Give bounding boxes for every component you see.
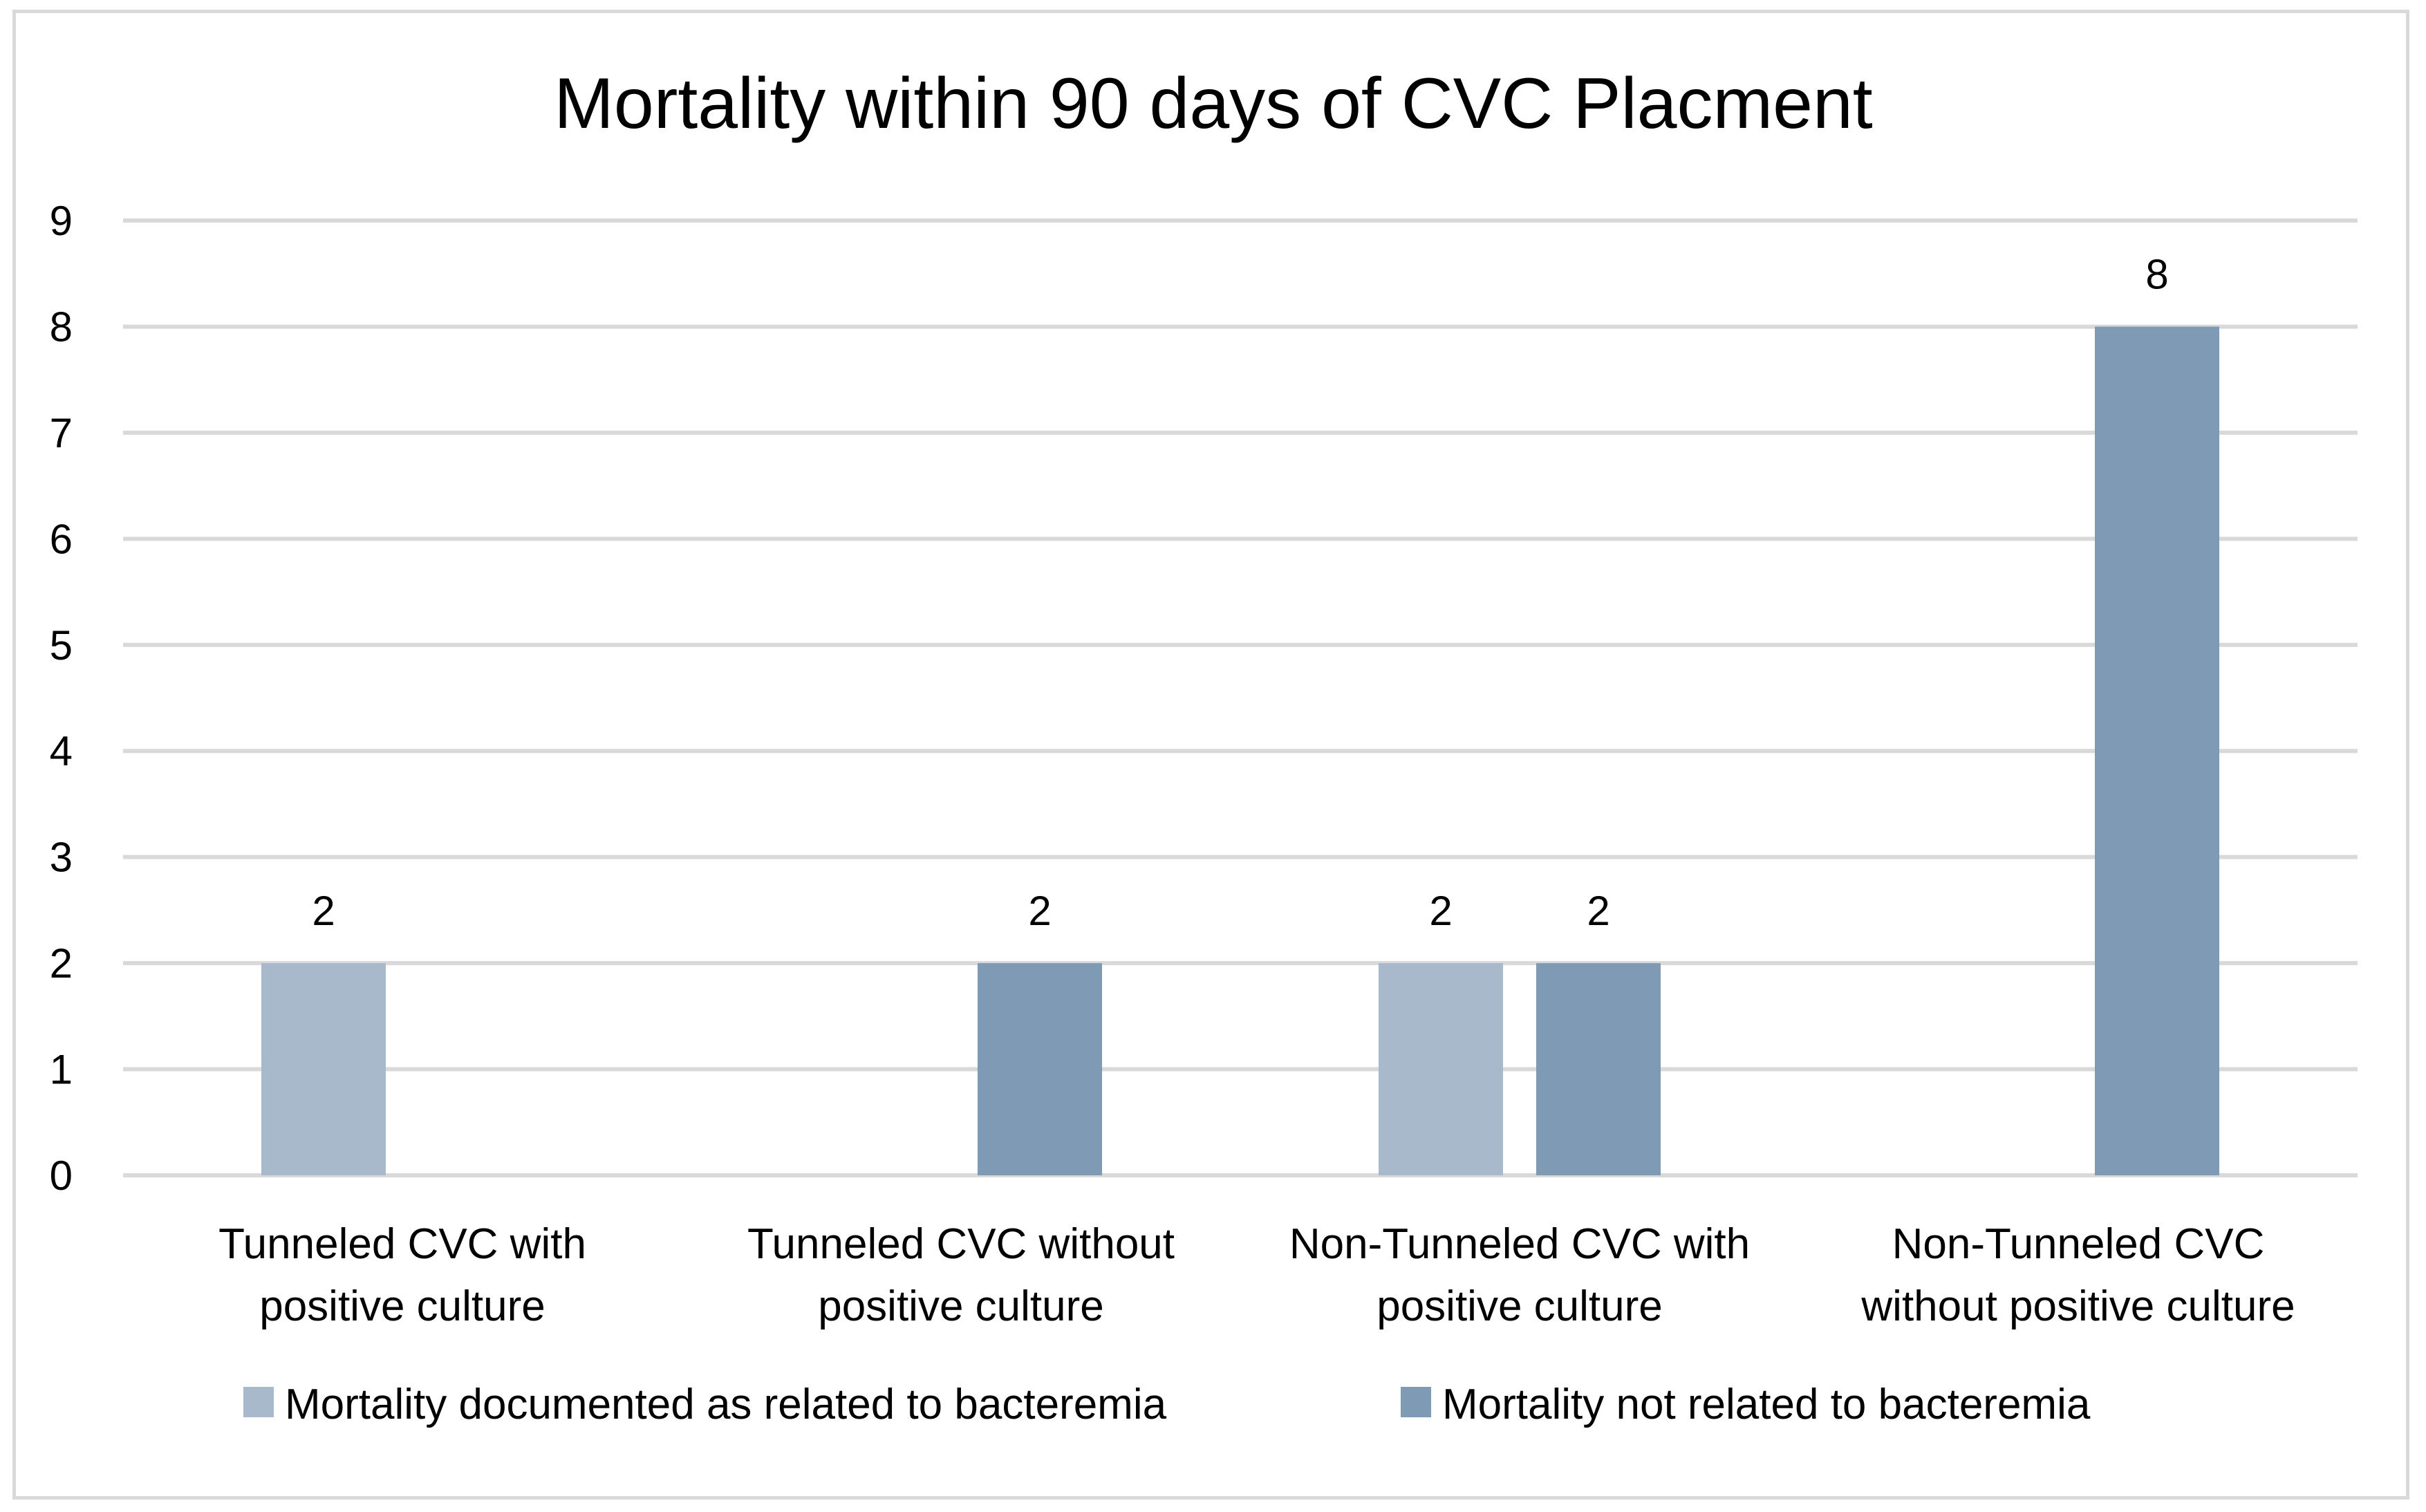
x-category-label: Non-Tunneled CVC with: [1289, 1220, 1750, 1268]
y-tick-label: 1: [50, 1047, 73, 1093]
bar: [978, 963, 1102, 1175]
legend-label: Mortality not related to bacteremia: [1442, 1381, 2091, 1428]
y-tick-label: 0: [50, 1152, 73, 1199]
x-category-label: Non-Tunneled CVC: [1892, 1220, 2265, 1268]
legend-swatch: [243, 1387, 274, 1417]
y-tick-label: 3: [50, 834, 73, 881]
bars: [261, 326, 2219, 1175]
data-label: 2: [1028, 888, 1051, 934]
chart-frame: [12, 10, 2409, 1500]
x-axis-categories: Tunneled CVC with positive culture Tunnele…: [218, 1220, 2295, 1330]
x-category-label: positive culture: [259, 1282, 545, 1330]
data-label: 2: [1429, 888, 1452, 934]
x-category-label: positive culture: [1377, 1282, 1663, 1330]
y-tick-label: 9: [50, 198, 73, 244]
y-axis-ticks: 0 1 2 3 4 5 6 7 8 9: [50, 198, 73, 1199]
x-category-label: positive culture: [818, 1282, 1104, 1330]
gridlines: [123, 218, 2358, 1177]
y-tick-label: 6: [50, 516, 73, 562]
data-label: 8: [2145, 251, 2168, 297]
data-labels: 2 2 2 2 8: [312, 251, 2168, 934]
y-tick-label: 8: [50, 304, 73, 350]
bar: [1536, 963, 1661, 1175]
chart-title: Mortality within 90 days of CVC Placment: [554, 64, 1873, 144]
y-tick-label: 5: [50, 622, 73, 669]
legend-swatch: [1401, 1387, 1431, 1417]
bar: [1379, 963, 1503, 1175]
legend: Mortality documented as related to bacte…: [243, 1381, 2091, 1428]
bar: [261, 963, 386, 1175]
y-tick-label: 4: [50, 728, 73, 774]
y-tick-label: 2: [50, 940, 73, 987]
data-label: 2: [312, 888, 335, 934]
x-category-label: Tunneled CVC without: [747, 1220, 1175, 1268]
legend-label: Mortality documented as related to bacte…: [285, 1381, 1167, 1428]
data-label: 2: [1587, 888, 1609, 934]
y-tick-label: 7: [50, 410, 73, 456]
x-category-label: Tunneled CVC with: [218, 1220, 586, 1268]
x-category-label: without positive culture: [1860, 1282, 2295, 1330]
bar: [2095, 326, 2219, 1175]
